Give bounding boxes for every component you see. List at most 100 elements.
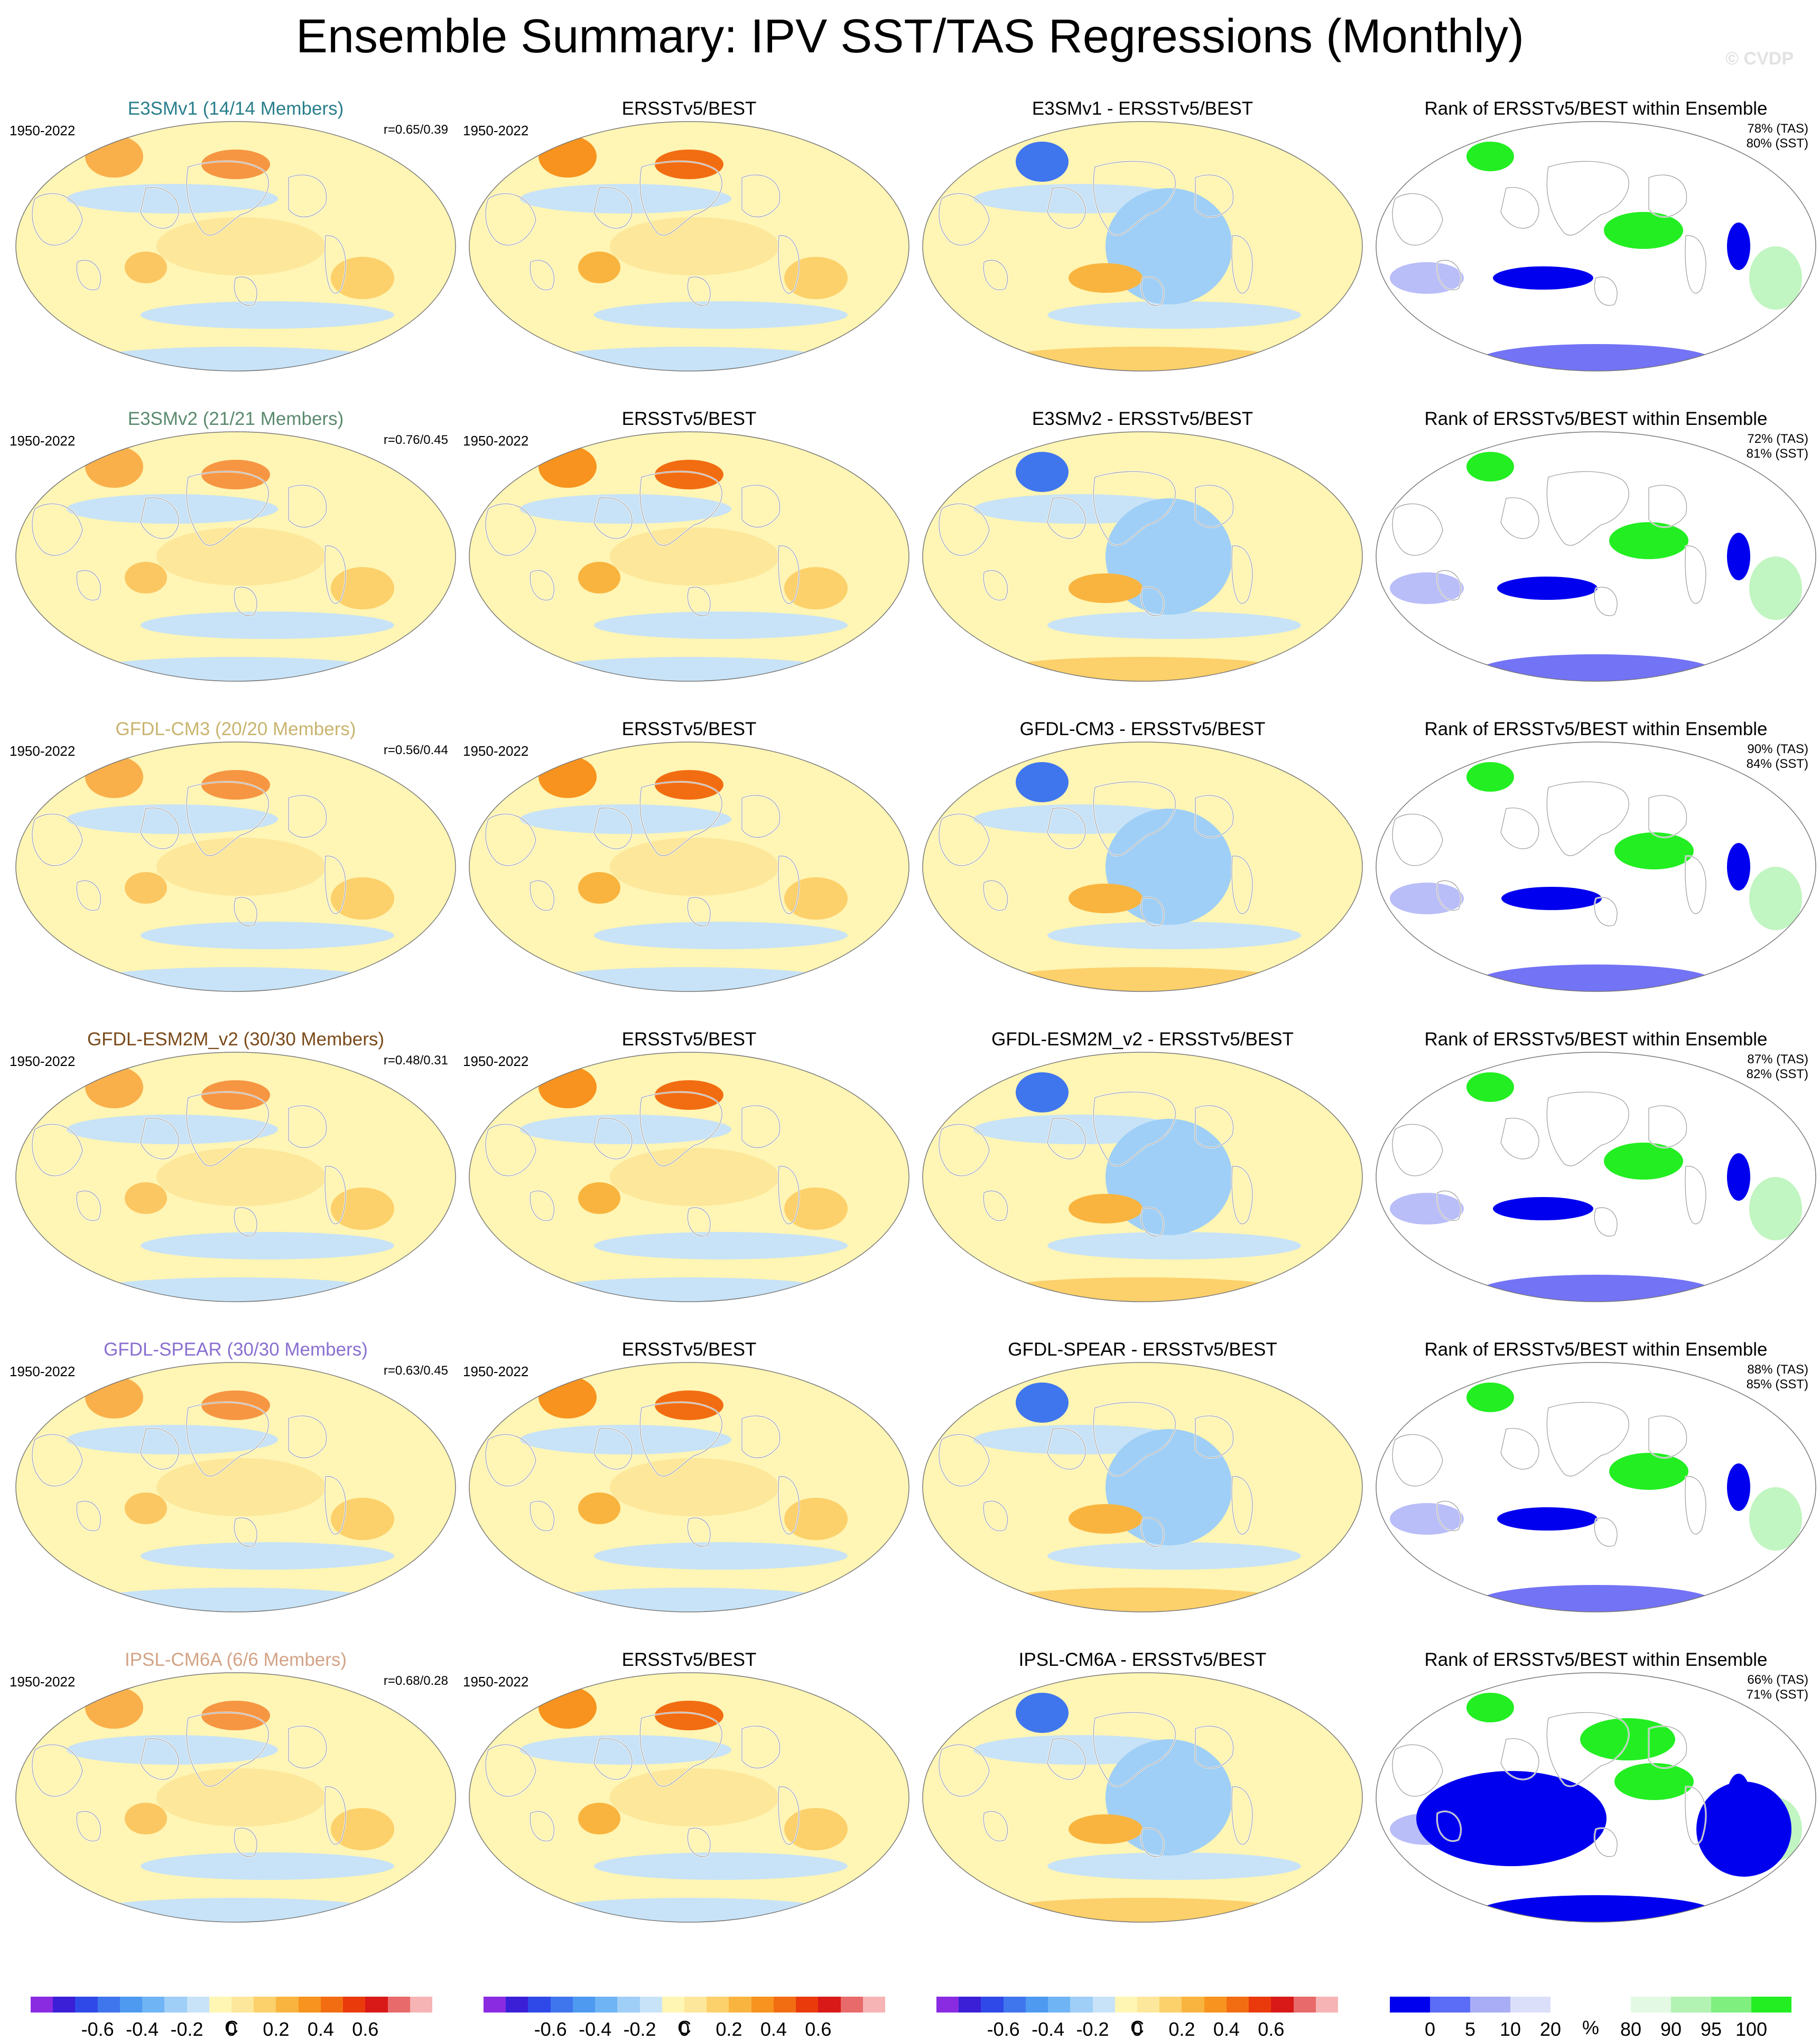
warm-anomaly-south-america (331, 1808, 394, 1850)
colorbar-swatch (365, 1997, 388, 2013)
colorbar-tick-label: 0.2 (716, 2018, 742, 2040)
colorbar-tick-label: -0.4 (1032, 2018, 1065, 2040)
continent-outline-edge (741, 1726, 781, 1769)
rank-sst-percent: 84% (SST) (1746, 757, 1808, 771)
rank-low-region-pacific (1501, 887, 1602, 910)
period-label: 1950-2022 (10, 743, 76, 759)
map-border (922, 121, 1363, 372)
warm-anomaly-alaska (201, 460, 270, 489)
rank-tas-percent: 78% (TAS) (1747, 122, 1808, 136)
continent-outline-edge (485, 503, 536, 556)
colorbar-tick-label: 0.6 (805, 2018, 832, 2040)
rank-low-region-atlantic (1727, 1153, 1750, 1201)
map-border (15, 1362, 456, 1612)
rank-mid-region-indian (1390, 1503, 1464, 1535)
warm-anomaly-australia (125, 1182, 167, 1214)
continent-outline-edge (1594, 1517, 1618, 1547)
map-border (1376, 1362, 1816, 1612)
warm-anomaly-australia (125, 252, 167, 283)
warm-anomaly-alaska (655, 1390, 723, 1420)
colorbar-swatch (936, 1997, 959, 2013)
cool-band-south-pacific (1047, 1852, 1301, 1880)
colorbar-swatch (1390, 1997, 1430, 2013)
warm-anomaly-tropics (1069, 1814, 1143, 1844)
cool-band-south-pacific (141, 611, 394, 639)
period-label: 1950-2022 (10, 1364, 76, 1379)
continent-outline-edge (1093, 1402, 1176, 1477)
colorbar-swatch (31, 1997, 53, 2013)
colorbar-tick-label: 10 (1499, 2018, 1521, 2040)
continent-outline-edge (485, 813, 536, 866)
colorbar-swatch (276, 1997, 299, 2013)
continent-outline-edge (939, 1124, 990, 1176)
colorbar-swatch (639, 1997, 662, 2013)
warm-anomaly-tropics (1069, 573, 1143, 603)
rank-map (1376, 1672, 1816, 1923)
warm-anomaly-north-pacific (538, 446, 597, 488)
continent-outline-edge (32, 1434, 83, 1487)
warm-anomaly-north-pacific (538, 135, 597, 178)
obs-map (469, 1362, 909, 1612)
diff-panel-title: GFDL-CM3 - ERSSTv5/BEST (1019, 719, 1266, 739)
continent-outline-edge (32, 1744, 83, 1797)
obs-map (469, 1672, 909, 1923)
cool-anomaly-kuroshio (1016, 142, 1069, 182)
warm-anomaly-australia (578, 252, 620, 283)
continent-outline-edge (76, 880, 101, 911)
continent-outline-edge (1047, 187, 1086, 229)
obs-panel-title: ERSSTv5/BEST (621, 98, 757, 119)
continent-outline-edge (1648, 1726, 1687, 1769)
colorbar-swatch (298, 1997, 321, 2013)
continent-outline-edge (288, 1726, 327, 1769)
continent-outline-edge (593, 187, 633, 229)
colorbar-swatch (1070, 1997, 1093, 2013)
rank-mid-region-indian (1390, 1193, 1464, 1225)
warm-anomaly-south-america (331, 877, 394, 920)
obs-panel-title: ERSSTv5/BEST (621, 1029, 757, 1050)
continent-outline-edge (76, 259, 101, 291)
colorbar-tick-label: -0.6 (534, 2018, 567, 2040)
continent-outline-edge (1685, 1476, 1706, 1535)
colorbar-swatch (550, 1997, 573, 2013)
continent-outline-edge (1392, 1744, 1443, 1797)
warm-anomaly-north-pacific (85, 756, 143, 798)
continent-outline-edge (530, 259, 555, 291)
rank-background (1376, 1052, 1816, 1302)
diff-map (922, 431, 1363, 682)
continent-outline-edge (324, 1476, 346, 1535)
continent-outline-edge (778, 545, 800, 604)
continent-outline-edge (1231, 1786, 1253, 1845)
continent-outline-edge (324, 1786, 346, 1845)
diff-map (922, 1362, 1363, 1612)
map-border (922, 741, 1363, 992)
map-border (922, 1672, 1363, 1923)
continent-outline-edge (1685, 235, 1706, 294)
continent-outline-edge (1436, 1500, 1462, 1532)
warm-anomaly-tropics (1069, 1504, 1143, 1534)
colorbar-swatch (410, 1997, 432, 2013)
continent-outline-edge (1500, 1428, 1539, 1470)
continent-outline-edge (639, 471, 722, 546)
continent-outline-edge (1436, 570, 1462, 601)
continent-outline-edge (140, 187, 179, 229)
figure-title: Ensemble Summary: IPV SST/TAS Regression… (295, 10, 1525, 63)
map-border (469, 1672, 909, 1923)
colorbar-swatch (231, 1997, 254, 2013)
continent-outline-edge (1546, 781, 1629, 856)
colorbar-swatch (662, 1997, 684, 2013)
colorbar-tick-label: 0 (1131, 2018, 1143, 2040)
rank-panel-title: Rank of ERSSTv5/BEST within Ensemble (1424, 1029, 1768, 1050)
colorbar-swatch (528, 1997, 551, 2013)
continent-outline-edge (1047, 1118, 1086, 1160)
rank-high-region-asia (1466, 1693, 1514, 1722)
warm-anomaly-north-pacific (538, 1066, 597, 1108)
cool-band-north-pacific (67, 1425, 278, 1454)
continent-outline-edge (1594, 1207, 1618, 1237)
colorbar-swatch (595, 1997, 618, 2013)
map-border (469, 1362, 909, 1612)
continent-outline-edge (983, 570, 1008, 601)
model-panel-title: GFDL-CM3 (20/20 Members) (115, 719, 356, 739)
colorbar-swatch (1591, 1997, 1631, 2013)
rank-mid-region-indian (1390, 883, 1464, 914)
continent-outline-edge (32, 503, 83, 556)
